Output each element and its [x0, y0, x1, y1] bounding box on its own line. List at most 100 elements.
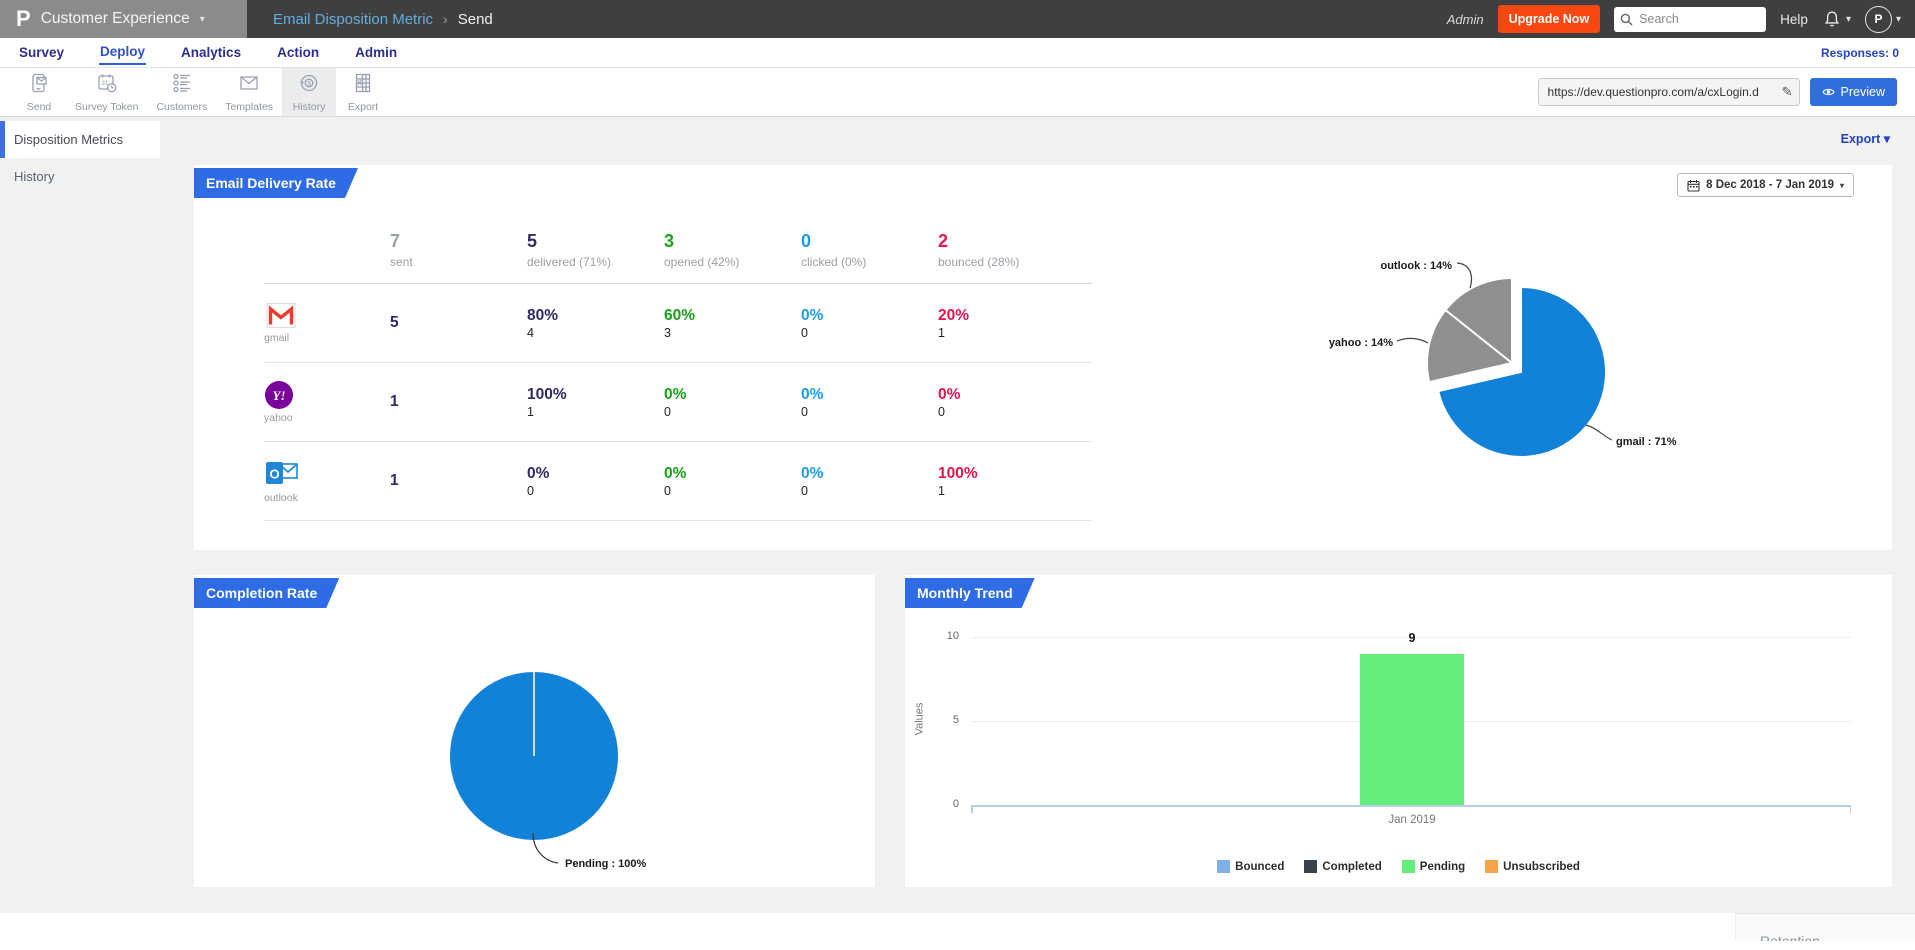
completion-pie-chart: Pending : 100% — [450, 672, 647, 870]
deploy-toolbar: Send 31 Survey Token Customers Templates… — [0, 67, 1915, 117]
monthly-trend-card: Monthly Trend Values 10 5 0 9 Jan 2019 B… — [905, 575, 1892, 887]
email-delivery-rate-card: Email Delivery Rate 8 Dec 2018 - 7 Jan 2… — [194, 165, 1892, 550]
y-tick-0: 0 — [952, 798, 959, 810]
survey-token-icon: 31 — [98, 74, 117, 93]
chart-legend: Bounced Completed Pending Unsubscribed — [905, 860, 1892, 873]
toolbar-survey-token-button[interactable]: 31 Survey Token — [66, 68, 147, 116]
preview-button[interactable]: Preview — [1809, 78, 1897, 106]
legend-swatch-bounced — [1217, 860, 1231, 873]
search-icon — [1620, 13, 1633, 26]
legend-item-bounced[interactable]: Bounced — [1217, 860, 1284, 873]
avatar: P — [1864, 5, 1892, 33]
legend-item-completed[interactable]: Completed — [1304, 860, 1382, 873]
completion-rate-card: Completion Rate Pending : 100% — [194, 575, 875, 887]
gridline — [971, 637, 1851, 638]
sidebar-item-history[interactable]: History — [14, 169, 55, 184]
left-sidebar: Disposition Metrics History — [0, 117, 160, 913]
date-range-picker[interactable]: 8 Dec 2018 - 7 Jan 2019 ▾ — [1677, 173, 1854, 197]
nav-admin[interactable]: Admin — [355, 45, 398, 60]
calendar-icon — [1687, 179, 1700, 192]
bar-value-label: 9 — [1408, 631, 1416, 645]
export-dropdown[interactable]: Export ▾ — [1840, 132, 1890, 146]
leader-line — [1585, 424, 1613, 441]
nav-action[interactable]: Action — [277, 45, 320, 60]
sidebar-item-disposition-metrics[interactable]: Disposition Metrics — [0, 121, 160, 158]
pie-slice-outlook[interactable] — [1444, 276, 1513, 366]
legend-item-unsubscribed[interactable]: Unsubscribed — [1485, 860, 1580, 873]
toolbar-history-button[interactable]: $ History — [282, 68, 337, 116]
edit-url-icon[interactable]: ✎ — [1781, 84, 1793, 99]
delivery-pie-chart: outlook : 14% yahoo : 14% gmail : 71% — [1329, 260, 1677, 458]
main-content: Export ▾ Email Delivery Rate 8 Dec 2018 … — [160, 117, 1915, 913]
leader-line — [532, 832, 559, 864]
pie-label-gmail: gmail : 71% — [1616, 436, 1677, 448]
notifications-button[interactable]: ▾ — [1822, 9, 1851, 30]
header-actions: Admin Upgrade Now Help ▾ P ▾ — [1447, 0, 1901, 38]
bell-icon — [1824, 11, 1839, 26]
delivery-table: 7 sent 5 delivered (71%) 3 opened (42%) 0 cl… — [264, 231, 1092, 521]
pie-slice-yahoo[interactable] — [1426, 308, 1515, 384]
card-title-ribbon: Email Delivery Rate — [194, 168, 358, 198]
workspace-switcher[interactable]: P Customer Experience ▾ — [0, 0, 247, 38]
chevron-down-icon: ▾ — [199, 13, 205, 25]
top-header: P Customer Experience ▾ Email Dispositio… — [0, 0, 1915, 38]
search-input[interactable] — [1614, 6, 1767, 32]
toolbar-export-button[interactable]: X Export — [336, 68, 390, 116]
svg-text:$: $ — [307, 81, 311, 88]
card-title-ribbon: Monthly Trend — [905, 578, 1035, 608]
pie-label-pending: Pending : 100% — [565, 858, 647, 870]
leader-line — [1396, 337, 1429, 344]
chevron-down-icon: ▾ — [1839, 180, 1844, 190]
send-phone-icon — [32, 73, 47, 93]
table-row-outlook: O outlook 1 0% 0 0% 0 0% 0 100% 1 — [264, 442, 1092, 521]
toolbar-send-button[interactable]: Send — [12, 68, 66, 116]
delivery-summary-row: 7 sent 5 delivered (71%) 3 opened (42%) 0 cl… — [264, 231, 1092, 284]
outlook-icon: O — [266, 461, 298, 484]
partial-next-section: Retention — [1735, 913, 1915, 941]
breadcrumb-current: Send — [457, 10, 493, 28]
account-menu[interactable]: P ▾ — [1864, 5, 1901, 33]
nav-survey[interactable]: Survey — [19, 45, 65, 60]
monthly-trend-chart: Values 10 5 0 9 Jan 2019 Bounced Complet… — [905, 575, 1892, 887]
search-box[interactable] — [1614, 6, 1767, 32]
nav-deploy[interactable]: Deploy — [99, 40, 147, 65]
yahoo-icon: Y! — [265, 381, 293, 409]
responses-count[interactable]: Responses: 0 — [1820, 45, 1899, 60]
partial-section-title: Retention — [1760, 933, 1820, 941]
toolbar-buttons: Send 31 Survey Token Customers Templates… — [12, 68, 390, 116]
admin-label[interactable]: Admin — [1446, 11, 1484, 27]
svg-text:31: 31 — [101, 80, 109, 87]
survey-url-input[interactable] — [1547, 85, 1782, 99]
legend-swatch-pending — [1401, 860, 1415, 873]
x-axis-line — [971, 805, 1851, 813]
chevron-down-icon: ▾ — [1883, 132, 1890, 146]
bottom-strip: Retention — [0, 913, 1915, 941]
workspace: Disposition Metrics History Export ▾ Ema… — [0, 117, 1915, 913]
customers-icon — [173, 73, 190, 93]
toolbar-customers-button[interactable]: Customers — [147, 68, 216, 116]
legend-item-pending[interactable]: Pending — [1401, 860, 1465, 873]
survey-url-field[interactable]: ✎ — [1537, 78, 1800, 106]
chevron-down-icon: ▾ — [1845, 13, 1851, 25]
breadcrumb: Email Disposition Metric › Send — [273, 11, 493, 28]
legend-swatch-completed — [1304, 860, 1318, 873]
breadcrumb-separator: › — [443, 11, 448, 27]
help-link[interactable]: Help — [1780, 11, 1808, 27]
main-nav: Survey Deploy Analytics Action Admin Res… — [0, 38, 1915, 67]
y-tick-5: 5 — [952, 714, 959, 726]
history-icon: $ — [300, 74, 318, 92]
workspace-name: Customer Experience — [40, 10, 190, 27]
eye-icon — [1821, 88, 1835, 96]
chevron-down-icon: ▾ — [1895, 13, 1901, 25]
legend-swatch-unsubscribed — [1485, 860, 1499, 873]
svg-text:O: O — [269, 466, 279, 481]
trend-bar-pending[interactable] — [1360, 654, 1464, 805]
toolbar-templates-button[interactable]: Templates — [216, 68, 282, 116]
x-axis-label: Jan 2019 — [1388, 814, 1436, 826]
card-title-ribbon: Completion Rate — [194, 578, 339, 608]
nav-analytics[interactable]: Analytics — [181, 45, 242, 60]
svg-text:X: X — [357, 80, 362, 87]
breadcrumb-parent-link[interactable]: Email Disposition Metric — [273, 10, 434, 28]
templates-envelope-icon — [240, 76, 258, 90]
upgrade-now-button[interactable]: Upgrade Now — [1497, 5, 1601, 33]
